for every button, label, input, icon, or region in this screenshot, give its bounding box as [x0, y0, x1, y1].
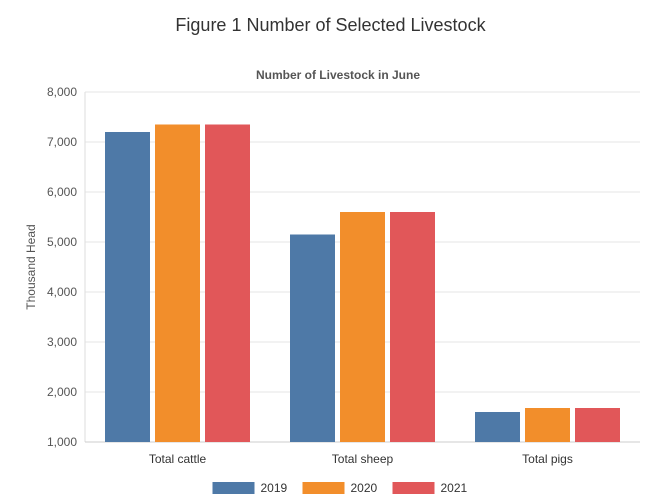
y-tick-label: 5,000 — [47, 235, 77, 249]
bar-2020-0 — [155, 124, 200, 442]
y-tick-label: 4,000 — [47, 285, 77, 299]
bars — [105, 124, 620, 442]
y-tick-label: 3,000 — [47, 335, 77, 349]
chart-title: Number of Livestock in June — [256, 68, 420, 82]
x-axis-ticks: Total cattle Total sheep Total pigs — [149, 452, 573, 466]
bar-2021-1 — [390, 212, 435, 442]
y-tick-label: 8,000 — [47, 85, 77, 99]
x-tick-label: Total pigs — [522, 452, 573, 466]
y-tick-label: 6,000 — [47, 185, 77, 199]
y-axis-ticks: 1,000 2,000 3,000 4,000 5,000 6,000 7,000 8,000 — [47, 85, 77, 449]
legend-swatch-2021 — [392, 482, 435, 494]
legend-swatch-2019 — [212, 482, 255, 494]
bar-2019-0 — [105, 132, 150, 442]
bar-2020-1 — [340, 212, 385, 442]
x-tick-label: Total sheep — [332, 452, 394, 466]
legend-swatch-2020 — [302, 482, 345, 494]
y-tick-label: 2,000 — [47, 385, 77, 399]
y-axis-label: Thousand Head — [24, 224, 38, 309]
bar-2021-2 — [575, 408, 620, 442]
x-tick-label: Total cattle — [149, 452, 207, 466]
bar-2019-2 — [475, 412, 520, 442]
legend-label: 2021 — [441, 481, 468, 495]
bar-2020-2 — [525, 408, 570, 442]
legend-label: 2020 — [351, 481, 378, 495]
figure-title: Figure 1 Number of Selected Livestock — [175, 15, 486, 35]
y-tick-label: 1,000 — [47, 435, 77, 449]
y-tick-label: 7,000 — [47, 135, 77, 149]
bar-2021-0 — [205, 124, 250, 442]
legend: 2019 2020 2021 — [212, 481, 468, 495]
bar-2019-1 — [290, 234, 335, 442]
legend-label: 2019 — [261, 481, 288, 495]
